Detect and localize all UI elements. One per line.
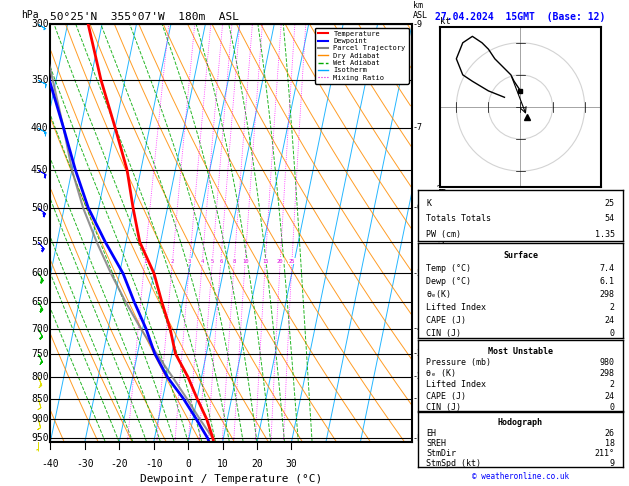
Text: 2: 2 bbox=[610, 303, 615, 312]
Text: Lifted Index: Lifted Index bbox=[426, 381, 486, 389]
Text: 980: 980 bbox=[599, 358, 615, 367]
Text: 550: 550 bbox=[31, 237, 48, 247]
Text: 650: 650 bbox=[31, 297, 48, 307]
Text: -2: -2 bbox=[413, 372, 423, 381]
Text: K: K bbox=[426, 199, 431, 208]
Text: -1: -1 bbox=[413, 394, 423, 403]
Text: 6: 6 bbox=[219, 259, 223, 264]
Text: 9: 9 bbox=[610, 459, 615, 469]
Text: 27.04.2024  15GMT  (Base: 12): 27.04.2024 15GMT (Base: 12) bbox=[435, 12, 606, 22]
Text: 15: 15 bbox=[262, 259, 269, 264]
Legend: Temperature, Dewpoint, Parcel Trajectory, Dry Adiabat, Wet Adiabat, Isotherm, Mi: Temperature, Dewpoint, Parcel Trajectory… bbox=[314, 28, 408, 84]
Text: 0: 0 bbox=[185, 459, 191, 469]
Text: 350: 350 bbox=[31, 75, 48, 85]
Text: 10: 10 bbox=[216, 459, 228, 469]
Text: -10: -10 bbox=[145, 459, 162, 469]
Text: SREH: SREH bbox=[426, 439, 447, 448]
Text: 30: 30 bbox=[286, 459, 298, 469]
Text: 2: 2 bbox=[610, 381, 615, 389]
Text: CIN (J): CIN (J) bbox=[426, 403, 462, 412]
Text: hPa: hPa bbox=[21, 10, 39, 20]
Text: CIN (J): CIN (J) bbox=[426, 329, 462, 338]
Text: 20: 20 bbox=[251, 459, 263, 469]
Text: 300: 300 bbox=[31, 19, 48, 29]
Text: 4: 4 bbox=[201, 259, 204, 264]
Text: Mixing Ratio (g/kg): Mixing Ratio (g/kg) bbox=[438, 182, 447, 284]
Text: Pressure (mb): Pressure (mb) bbox=[426, 358, 491, 367]
Text: PW (cm): PW (cm) bbox=[426, 230, 462, 239]
Text: 3: 3 bbox=[188, 259, 191, 264]
Text: 26: 26 bbox=[604, 429, 615, 437]
Text: 7.4: 7.4 bbox=[599, 264, 615, 273]
Text: -3: -3 bbox=[413, 349, 423, 358]
Text: 850: 850 bbox=[31, 394, 48, 403]
Text: 450: 450 bbox=[31, 165, 48, 175]
Text: θₑ (K): θₑ (K) bbox=[426, 369, 457, 378]
Text: StmDir: StmDir bbox=[426, 449, 457, 458]
Text: 2: 2 bbox=[171, 259, 174, 264]
Text: 0: 0 bbox=[610, 329, 615, 338]
Text: 0: 0 bbox=[610, 403, 615, 412]
Text: EH: EH bbox=[426, 429, 437, 437]
Text: 20: 20 bbox=[277, 259, 284, 264]
Text: 1.35: 1.35 bbox=[594, 230, 615, 239]
Text: Dewp (°C): Dewp (°C) bbox=[426, 277, 472, 286]
Text: -4: -4 bbox=[413, 324, 423, 333]
Text: 18: 18 bbox=[604, 439, 615, 448]
Text: © weatheronline.co.uk: © weatheronline.co.uk bbox=[472, 472, 569, 481]
Text: -40: -40 bbox=[42, 459, 59, 469]
Text: 25: 25 bbox=[289, 259, 295, 264]
Text: -30: -30 bbox=[76, 459, 94, 469]
Text: km
ASL: km ASL bbox=[413, 0, 428, 20]
Text: 750: 750 bbox=[31, 348, 48, 359]
Text: Surface: Surface bbox=[503, 251, 538, 260]
Text: 800: 800 bbox=[31, 372, 48, 382]
Text: 10: 10 bbox=[242, 259, 248, 264]
Text: 500: 500 bbox=[31, 203, 48, 213]
Text: kt: kt bbox=[440, 17, 451, 26]
Text: CAPE (J): CAPE (J) bbox=[426, 392, 467, 400]
Text: Most Unstable: Most Unstable bbox=[488, 347, 553, 356]
Text: -5: -5 bbox=[413, 269, 423, 278]
Text: Temp (°C): Temp (°C) bbox=[426, 264, 472, 273]
Text: 25: 25 bbox=[604, 199, 615, 208]
Text: Lifted Index: Lifted Index bbox=[426, 303, 486, 312]
Text: 400: 400 bbox=[31, 122, 48, 133]
Text: 900: 900 bbox=[31, 414, 48, 424]
Text: 54: 54 bbox=[604, 214, 615, 223]
Text: -LCL: -LCL bbox=[413, 434, 433, 443]
Text: 1: 1 bbox=[143, 259, 147, 264]
Text: 600: 600 bbox=[31, 268, 48, 278]
Text: 211°: 211° bbox=[594, 449, 615, 458]
Text: -7: -7 bbox=[413, 123, 423, 132]
Text: -6: -6 bbox=[413, 203, 423, 212]
Text: 6.1: 6.1 bbox=[599, 277, 615, 286]
Text: 700: 700 bbox=[31, 324, 48, 334]
Text: StmSpd (kt): StmSpd (kt) bbox=[426, 459, 481, 469]
Text: Totals Totals: Totals Totals bbox=[426, 214, 491, 223]
Text: CAPE (J): CAPE (J) bbox=[426, 316, 467, 325]
Text: 298: 298 bbox=[599, 290, 615, 299]
Text: -20: -20 bbox=[111, 459, 128, 469]
Text: Dewpoint / Temperature (°C): Dewpoint / Temperature (°C) bbox=[140, 473, 322, 484]
Text: 24: 24 bbox=[604, 392, 615, 400]
Text: -9: -9 bbox=[413, 20, 423, 29]
Text: 50°25'N  355°07'W  180m  ASL: 50°25'N 355°07'W 180m ASL bbox=[50, 12, 239, 22]
Text: 24: 24 bbox=[604, 316, 615, 325]
Text: θₑ(K): θₑ(K) bbox=[426, 290, 452, 299]
Text: 950: 950 bbox=[31, 434, 48, 444]
Text: 8: 8 bbox=[233, 259, 236, 264]
Text: 298: 298 bbox=[599, 369, 615, 378]
Text: Hodograph: Hodograph bbox=[498, 418, 543, 427]
Text: 5: 5 bbox=[211, 259, 214, 264]
